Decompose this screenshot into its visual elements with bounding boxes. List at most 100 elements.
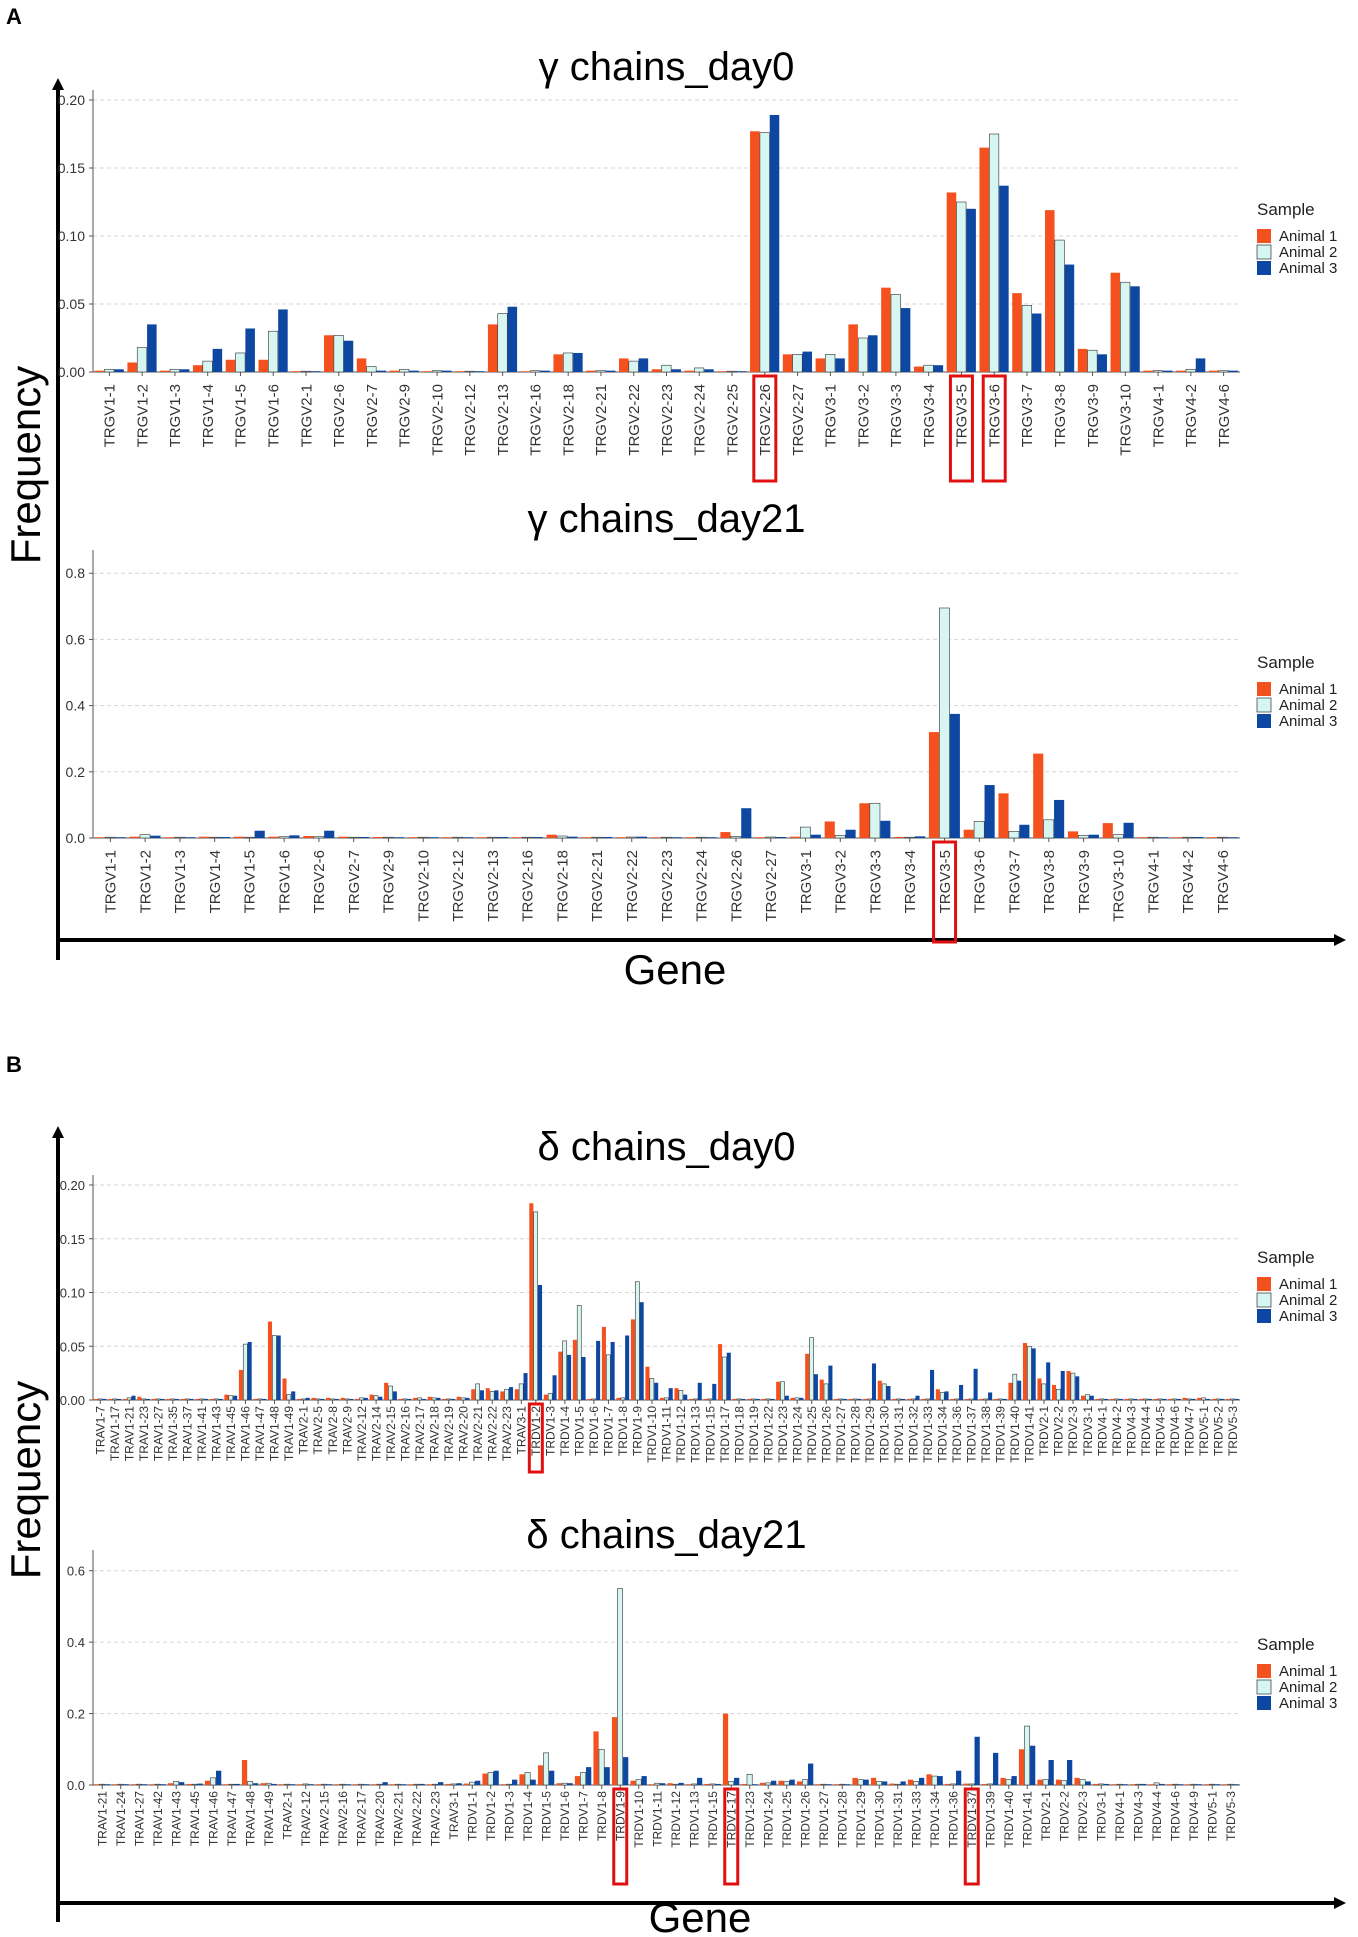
bar-animal2-trdv1-2 xyxy=(487,1772,494,1786)
highlight-box xyxy=(527,1402,544,1474)
x-tick-label: TRDV1-6 xyxy=(558,1791,572,1841)
bar-animal3-trgv2-22 xyxy=(636,836,648,838)
x-tick-label: TRDV4-5 xyxy=(1153,1406,1167,1456)
bar-animal3-trgv3-10 xyxy=(1123,822,1134,838)
bar-animal3-trdv1-28 xyxy=(857,1398,862,1400)
bar-animal2-trav1-48 xyxy=(247,1781,254,1786)
x-tick-label: TRAV1-45 xyxy=(188,1791,202,1846)
x-tick-label: TRGV4-2 xyxy=(1183,384,1200,447)
bar-animal2-trgv2-9 xyxy=(382,836,394,839)
bar-animal3-trgv1-1 xyxy=(115,837,126,838)
bar-animal1-trgv2-18 xyxy=(553,354,563,372)
bar-animal2-trgv2-25 xyxy=(726,370,737,373)
bar-animal3-trdv1-34 xyxy=(944,1391,949,1400)
bar-animal1-trdv1-24 xyxy=(790,1397,795,1400)
bar-animal3-trdv4-2 xyxy=(1118,1398,1123,1400)
legend-item-label: Animal 3 xyxy=(1279,1308,1337,1325)
bar-animal3-trgv1-3 xyxy=(179,369,190,372)
x-tick-label: TRGV1-3 xyxy=(172,850,189,913)
bar-animal1-trgv1-1 xyxy=(94,370,105,372)
bar-animal2-trav1-46 xyxy=(242,1343,248,1401)
bar-animal1-trav1-42 xyxy=(149,1784,155,1785)
bar-animal2-trav2-21 xyxy=(475,1383,480,1401)
bar-animal1-trdv1-28 xyxy=(833,1784,840,1785)
x-tick-label: TRDV1-3 xyxy=(502,1791,516,1841)
bar-animal1-trgv3-3 xyxy=(859,803,870,838)
bar-animal1-trdv1-1 xyxy=(463,1783,470,1785)
x-tick-label: TRAV2-22 xyxy=(485,1406,499,1461)
x-tick-label: TRGV2-16 xyxy=(520,850,537,922)
bar-animal3-trav2-20 xyxy=(465,1397,470,1400)
bar-animal2-trdv1-40 xyxy=(1012,1373,1018,1401)
bar-animal3-trdv5-3 xyxy=(1233,1784,1239,1785)
bar-animal3-trdv1-6 xyxy=(596,1340,601,1400)
bar-animal1-trav2-1 xyxy=(278,1784,285,1785)
bar-animal2-trdv1-6 xyxy=(561,1782,568,1786)
x-tick-label: TRGV3-10 xyxy=(1111,850,1128,922)
bar-animal3-trav2-23 xyxy=(508,1387,514,1400)
x-tick-label: TRGV3-7 xyxy=(1019,384,1036,447)
bar-animal1-trav2-17 xyxy=(413,1397,418,1400)
bar-animal3-trdv4-7 xyxy=(1191,1398,1196,1400)
bar-animal3-trav1-48 xyxy=(253,1783,259,1785)
bar-animal2-trdv2-3 xyxy=(1079,1779,1086,1786)
highlight-box xyxy=(981,374,1007,483)
bar-animal1-trdv4-3 xyxy=(1124,1398,1129,1400)
x-tick-label: TRDV2-3 xyxy=(1076,1791,1090,1841)
bar-animal1-trdv1-29 xyxy=(852,1777,858,1785)
x-tick-label: TRAV2-9 xyxy=(340,1406,354,1455)
x-tick-label: TRGV2-26 xyxy=(757,384,774,456)
bar-animal1-trgv2-10 xyxy=(407,837,418,838)
bar-animal2-trgv3-8 xyxy=(1043,819,1055,839)
bar-animal3-trdv2-2 xyxy=(1067,1760,1073,1785)
bar-animal2-trav1-7 xyxy=(97,1398,103,1401)
y-tick-label: 0.00 xyxy=(60,1393,85,1408)
bar-animal1-trgv2-6 xyxy=(303,836,314,838)
x-tick-label: TRGV3-10 xyxy=(1118,384,1135,456)
bar-animal2-trdv4-5 xyxy=(1157,1398,1163,1401)
bar-animal3-trgv1-4 xyxy=(212,348,223,372)
bar-animal1-trav2-12 xyxy=(355,1398,360,1400)
bar-animal3-trav2-16 xyxy=(345,1784,351,1785)
bar-animal3-trgv2-23 xyxy=(671,369,681,372)
bar-animal2-trgv3-10 xyxy=(1120,281,1131,373)
x-tick-label: TRDV1-5 xyxy=(573,1406,587,1456)
x-tick-label: TRGV3-8 xyxy=(1052,384,1069,447)
bar-animal3-trav2-18 xyxy=(436,1397,441,1400)
x-tick-label: TRAV2-5 xyxy=(311,1406,325,1455)
x-tick-label: TRAV2-23 xyxy=(500,1406,514,1461)
bar-animal3-trdv1-40 xyxy=(1011,1776,1017,1785)
x-tick-label: TRAV1-27 xyxy=(152,1406,166,1461)
x-tick-label: TRGV2-9 xyxy=(381,850,398,913)
bar-animal3-trdv5-3 xyxy=(1234,1398,1239,1400)
x-tick-label: TRDV4-6 xyxy=(1168,1791,1182,1841)
legend-item-label: Animal 3 xyxy=(1279,713,1337,730)
bar-animal1-trav1-45 xyxy=(224,1394,229,1400)
bar-animal3-trdv1-23 xyxy=(784,1395,789,1400)
bar-animal2-trav2-17 xyxy=(417,1397,422,1401)
bar-animal1-trdv1-37 xyxy=(963,1783,969,1785)
bar-animal2-trdv4-1 xyxy=(1099,1398,1105,1401)
bar-animal3-trav2-1 xyxy=(305,1397,310,1400)
x-tick-label: TRDV1-34 xyxy=(928,1791,942,1848)
y-tick-label: 0.05 xyxy=(58,296,85,312)
bar-animal3-trdv4-1 xyxy=(1122,1784,1128,1785)
bar-animal2-trdv1-17 xyxy=(722,1356,727,1401)
x-tick-label: TRAV2-22 xyxy=(410,1791,424,1846)
legend-swatch xyxy=(1257,1277,1271,1291)
bar-animal1-trgv3-1 xyxy=(789,836,801,838)
bar-animal1-trgv3-2 xyxy=(848,324,858,372)
bar-animal1-trdv1-5 xyxy=(572,1339,577,1400)
legend-title: Sample xyxy=(1257,653,1315,672)
bar-animal2-trav1-49 xyxy=(286,1394,292,1401)
bar-animal3-trav2-17 xyxy=(364,1784,370,1785)
x-tick-label: TRDV1-6 xyxy=(587,1406,601,1456)
bar-animal1-trgv2-27 xyxy=(782,354,793,372)
bar-animal3-trgv4-2 xyxy=(1195,358,1206,372)
x-tick-label: TRGV2-24 xyxy=(692,384,709,456)
bar-animal3-trdv1-7 xyxy=(586,1767,592,1785)
bar-animal2-trdv1-38 xyxy=(983,1398,989,1401)
bar-animal3-trdv1-27 xyxy=(842,1398,847,1400)
bar-animal3-trav2-21 xyxy=(401,1784,407,1785)
bar-animal3-trdv1-2 xyxy=(538,1284,543,1400)
